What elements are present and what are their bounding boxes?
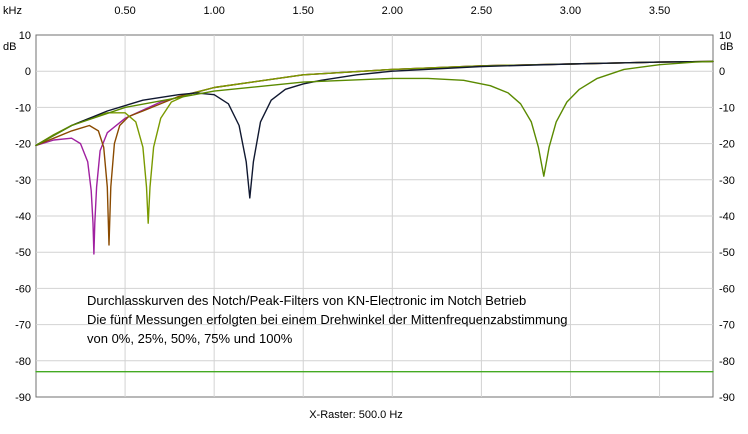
series-line-3	[35, 60, 714, 224]
y-unit-label-right: dB	[720, 41, 733, 53]
y-tick-label-left: -50	[15, 247, 31, 259]
x-tick-label: 3.00	[560, 5, 581, 17]
y-tick-label-right: -10	[719, 102, 735, 114]
y-tick-label-right: -30	[719, 175, 735, 187]
y-tick-label-left: -90	[15, 392, 31, 404]
y-unit-label-left: dB	[3, 41, 16, 53]
series-line-4	[35, 60, 714, 199]
x-tick-label: 1.00	[203, 5, 224, 17]
y-tick-label-left: -30	[15, 175, 31, 187]
y-tick-label-left: -40	[15, 211, 31, 223]
x-tick-label: 1.50	[293, 5, 314, 17]
y-tick-label-right: 10	[719, 30, 731, 42]
x-tick-label: 3.50	[649, 5, 670, 17]
y-tick-label-right: -50	[719, 247, 735, 259]
x-tick-label: 2.00	[382, 5, 403, 17]
annotation-line-3: von 0%, 25%, 50%, 75% und 100%	[87, 331, 293, 346]
y-tick-label-left: -80	[15, 356, 31, 368]
y-tick-label-left: -60	[15, 283, 31, 295]
y-tick-label-right: -90	[719, 392, 735, 404]
y-tick-label-right: -20	[719, 139, 735, 151]
y-tick-label-left: -20	[15, 139, 31, 151]
y-tick-label-right: -60	[719, 283, 735, 295]
y-tick-label-right: 0	[719, 66, 725, 78]
x-unit-label-top: kHz	[3, 5, 22, 17]
x-tick-label: 2.50	[471, 5, 492, 17]
y-tick-label-left: -70	[15, 320, 31, 332]
y-tick-label-left: -10	[15, 102, 31, 114]
y-tick-label-left: 0	[25, 66, 31, 78]
y-tick-label-right: -70	[719, 320, 735, 332]
annotation-block: Durchlasskurven des Notch/Peak-Filters v…	[87, 293, 568, 346]
x-tick-label: 0.50	[114, 5, 135, 17]
y-tick-label-left: 10	[19, 30, 31, 42]
y-tick-label-right: -40	[719, 211, 735, 223]
y-tick-label-right: -80	[719, 356, 735, 368]
annotation-line-1: Durchlasskurven des Notch/Peak-Filters v…	[87, 293, 526, 308]
x-raster-footer: X-Raster: 500.0 Hz	[309, 409, 403, 421]
series-line-5	[35, 60, 714, 177]
annotation-line-2: Die fünf Messungen erfolgten bei einem D…	[87, 312, 568, 327]
